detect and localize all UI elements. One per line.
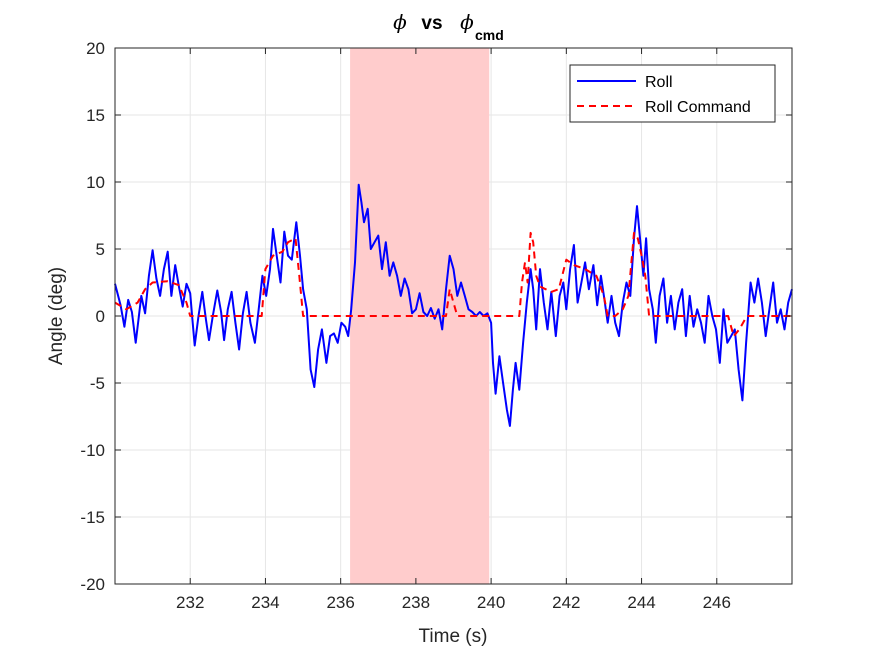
title-phi: ϕ (393, 10, 407, 34)
y-tick-label: -20 (80, 575, 105, 594)
legend-box (569, 64, 776, 123)
legend-label-roll: Roll (645, 74, 673, 91)
x-tick-label: 244 (627, 593, 655, 612)
y-tick-label: -10 (80, 441, 105, 460)
x-axis-label: Time (s) (419, 626, 488, 647)
y-tick-label: 0 (96, 307, 105, 326)
series-line-roll (114, 183, 793, 427)
x-tick-label: 234 (251, 593, 279, 612)
x-tick-label: 236 (326, 593, 354, 612)
series-group (114, 183, 793, 427)
y-axis-label: Angle (deg) (46, 267, 67, 365)
x-tick-label: 242 (552, 593, 580, 612)
series-line-roll-command (114, 231, 792, 338)
chart-title: ϕ vs ϕ cmd (393, 10, 504, 43)
y-tick-label: 5 (96, 240, 105, 259)
y-tick-label: 20 (86, 39, 105, 58)
y-tick-label: -15 (80, 508, 105, 527)
x-tick-label: 240 (477, 593, 505, 612)
y-tick-label: 15 (86, 106, 105, 125)
x-tick-label: 232 (176, 593, 204, 612)
legend: Roll Roll Command (569, 64, 776, 123)
y-tick-label: -5 (90, 374, 105, 393)
legend-label-roll-command: Roll Command (645, 99, 751, 116)
x-tick-label: 246 (703, 593, 731, 612)
y-tick-label: 10 (86, 173, 105, 192)
x-tick-label: 238 (402, 593, 430, 612)
title-phi-cmd: ϕ (460, 10, 474, 34)
title-vs: vs (421, 13, 442, 34)
ticks: 232 234 236 238 240 242 244 246 -20 -15 -10 -5 0 5 10 1… (80, 39, 792, 612)
title-subscript: cmd (475, 27, 504, 43)
